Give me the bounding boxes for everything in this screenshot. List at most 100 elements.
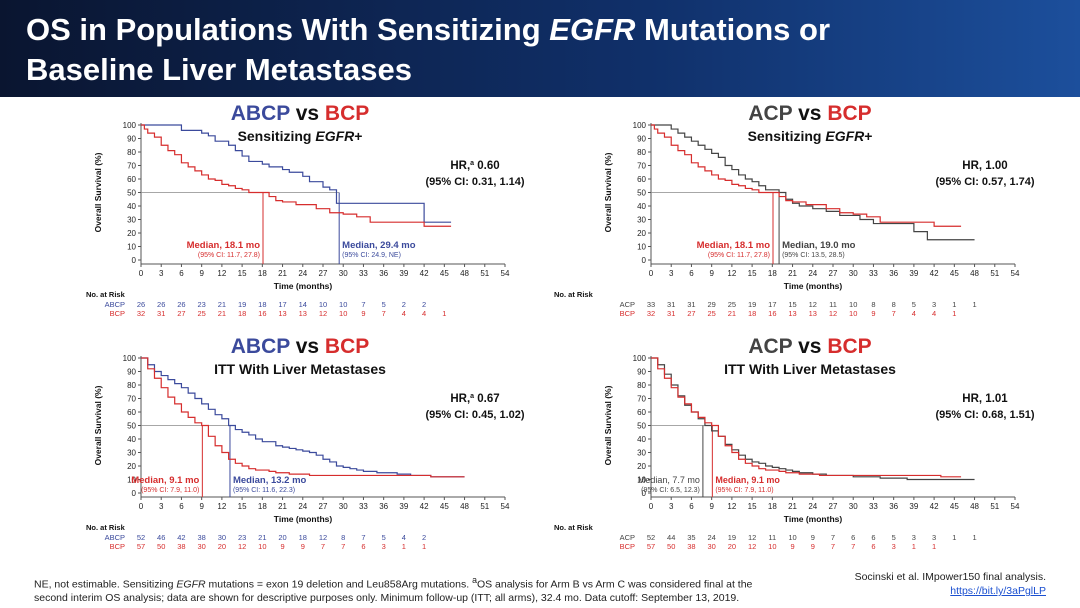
reference-link[interactable]: https://bit.ly/3aPglLP [950,585,1046,597]
x-tick-label: 9 [709,269,714,278]
risk-value: 21 [218,300,226,309]
median-ci-a: (95% CI: 24.9, NE) [342,252,401,259]
risk-value: 52 [647,533,655,542]
risk-value: 6 [361,542,365,551]
risk-value: 4 [402,309,406,318]
risk-value: 12 [319,533,327,542]
footnote-t3: OS analysis for Arm B vs Arm C was consi… [476,578,753,591]
x-tick-label: 9 [199,502,204,511]
risk-value: 3 [892,542,896,551]
risk-value: 6 [871,533,875,542]
risk-value: 4 [402,533,406,542]
y-tick-label: 30 [637,449,646,458]
risk-value: 21 [258,533,266,542]
x-tick-label: 42 [930,269,939,278]
x-tick-label: 6 [179,269,184,278]
y-tick-label: 70 [637,395,646,404]
title-arm1: ACP [748,335,792,358]
title-arm2: BCP [325,102,369,125]
title-arm2: BCP [827,102,871,125]
x-tick-label: 3 [159,269,164,278]
footnote-t1-italic: EGFR [176,578,206,591]
x-tick-label: 36 [379,502,388,511]
x-axis-label: Time (months) [274,281,333,291]
risk-value: 10 [258,542,266,551]
risk-value: 25 [197,309,205,318]
x-tick-label: 54 [1011,502,1020,511]
x-tick-label: 15 [238,269,247,278]
risk-arm-label: ACP [620,533,635,542]
chart-panel-abcp-liver: ABCP vs BCP ITT With Liver Metastases 0 10 2… [0,330,540,567]
x-tick-label: 27 [319,502,328,511]
y-tick-label: 80 [637,381,646,390]
subtitle-part2: + [354,128,362,144]
x-tick-label: 9 [709,502,714,511]
risk-value: 1 [422,542,426,551]
risk-arm-label: ACP [620,300,635,309]
x-tick-label: 30 [849,269,858,278]
x-tick-label: 12 [217,502,226,511]
risk-value: 9 [811,542,815,551]
hazard-ratio: HR,a 0.60 [450,160,499,172]
risk-value: 19 [728,533,736,542]
risk-value: 19 [748,300,756,309]
reference: Socinski et al. IMpower150 final analysi… [855,570,1046,598]
x-tick-label: 9 [199,269,204,278]
risk-value: 16 [768,309,776,318]
subtitle-italic: EGFR [825,128,865,144]
risk-value: 5 [892,533,896,542]
x-tick-label: 36 [379,269,388,278]
km-curve-bcp [141,357,465,478]
x-tick-label: 30 [849,502,858,511]
title-arm1: ABCP [231,102,290,125]
y-tick-label: 20 [127,462,136,471]
risk-value: 13 [809,309,817,318]
km-curve-bcp [651,357,962,478]
y-tick-label: 30 [127,216,136,225]
x-tick-label: 24 [298,269,307,278]
risk-value: 32 [647,309,655,318]
risk-value: 38 [177,542,185,551]
title-vs: vs [792,335,827,358]
y-tick-label: 70 [127,395,136,404]
risk-value: 35 [687,533,695,542]
chart-title: ACP vs BCP [748,335,871,358]
x-tick-label: 24 [808,269,817,278]
chart-subtitle: Sensitizing EGFR+ [748,128,873,144]
risk-value: 7 [831,533,835,542]
risk-value: 32 [137,309,145,318]
y-tick-label: 100 [123,354,137,363]
x-tick-label: 39 [399,502,408,511]
hr-superscript: a [470,393,474,400]
risk-value: 10 [768,542,776,551]
subtitle-part1: ITT With Liver Metastases [214,361,386,377]
risk-table-title: No. at Risk [554,290,594,299]
risk-value: 10 [319,300,327,309]
x-tick-label: 42 [930,502,939,511]
risk-value: 4 [912,309,916,318]
median-ci-b: (95% CI: 7.9, 11.0) [715,487,773,494]
x-tick-label: 18 [768,269,777,278]
footnote-sup: a [472,575,477,585]
risk-value: 10 [849,309,857,318]
risk-arm-label: ABCP [105,300,125,309]
title-vs: vs [792,102,827,125]
risk-value: 1 [952,533,956,542]
y-tick-label: 90 [127,368,136,377]
x-tick-label: 36 [889,269,898,278]
risk-value: 6 [871,542,875,551]
x-tick-label: 48 [970,502,979,511]
risk-value: 50 [157,542,165,551]
x-tick-label: 30 [339,269,348,278]
risk-value: 27 [687,309,695,318]
risk-value: 7 [341,542,345,551]
x-tick-label: 3 [669,502,674,511]
x-tick-label: 39 [909,269,918,278]
risk-value: 2 [422,533,426,542]
x-tick-label: 45 [950,502,959,511]
risk-value: 29 [707,300,715,309]
y-tick-label: 30 [127,449,136,458]
hr-label: HR, [450,393,470,405]
